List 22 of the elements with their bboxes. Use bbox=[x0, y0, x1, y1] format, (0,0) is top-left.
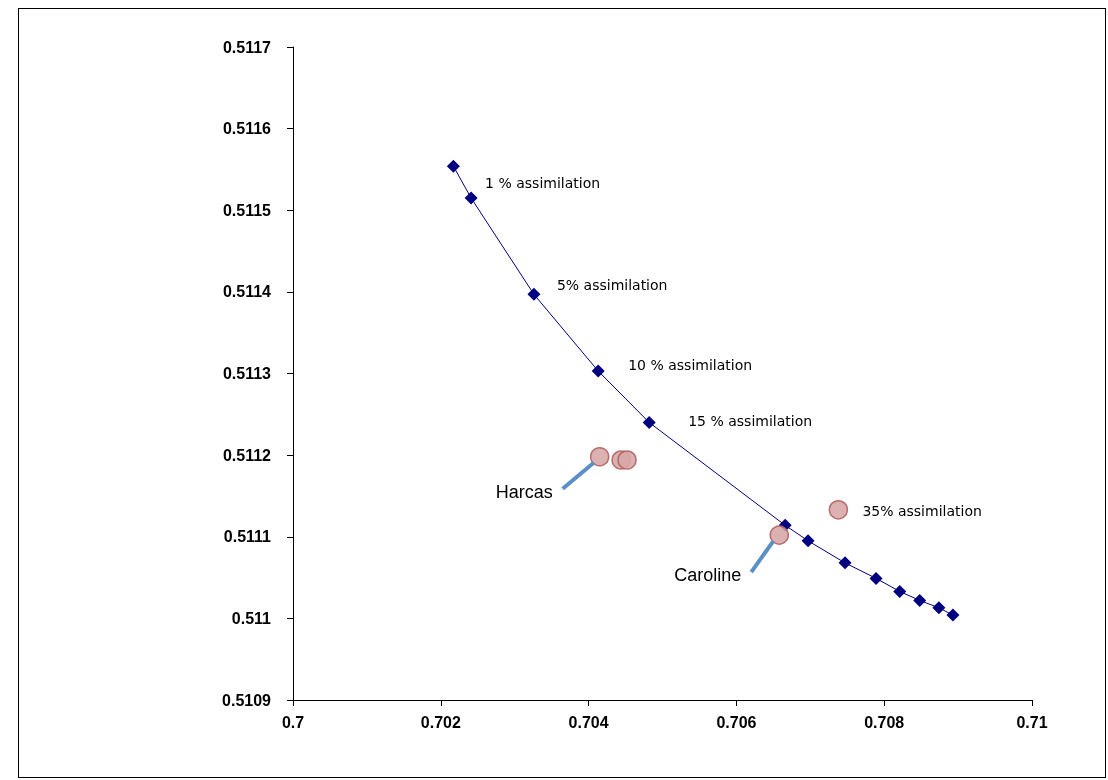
x-tick-label: 0.704 bbox=[568, 713, 609, 731]
y-tick-label: 0.511 bbox=[231, 609, 272, 627]
y-tick-label: 0.5112 bbox=[222, 446, 272, 464]
y-tick-label: 0.5115 bbox=[222, 201, 272, 219]
y-tick-label: 0.5114 bbox=[222, 283, 272, 301]
y-tick-label: 0.5111 bbox=[223, 528, 272, 546]
x-tick-label: 0.708 bbox=[864, 713, 905, 731]
y-tick-label: 0.5109 bbox=[222, 691, 272, 709]
x-tick-label: 0.7 bbox=[281, 713, 305, 731]
y-tick-label: 0.5113 bbox=[222, 365, 272, 382]
x-tick-label: 0.702 bbox=[420, 713, 461, 731]
y-tick-label: 0.5117 bbox=[222, 38, 272, 56]
annotation: 1 % assimilation bbox=[485, 175, 601, 192]
annotation: 5% assimilation bbox=[556, 277, 668, 294]
annotation: Caroline bbox=[674, 565, 742, 586]
annotation: 35% assimilation bbox=[862, 502, 982, 519]
annotation: 15 % assimilation bbox=[688, 413, 813, 430]
annotation: Harcas bbox=[495, 481, 553, 502]
x-tick-label: 0.706 bbox=[716, 713, 757, 731]
annotation: 10 % assimilation bbox=[628, 357, 753, 374]
y-tick-label: 0.5116 bbox=[222, 120, 272, 138]
x-tick-label: 0.71 bbox=[1016, 713, 1048, 731]
